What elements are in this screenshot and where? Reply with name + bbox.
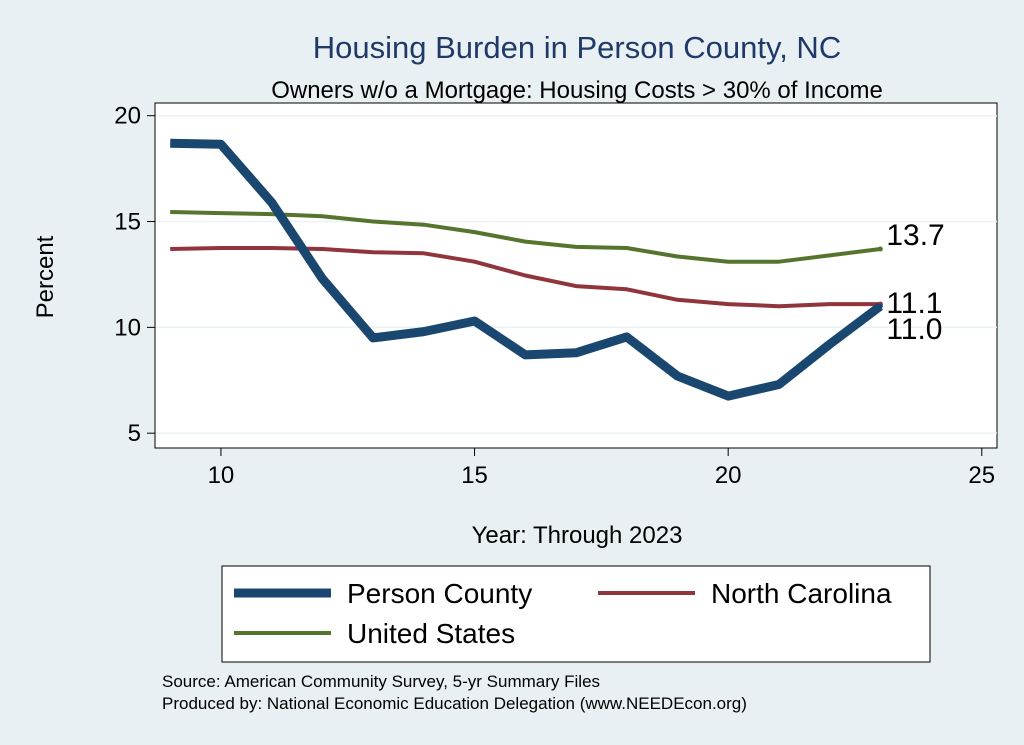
x-tick-label-15: 15 [461,462,488,489]
x-ticks: 10 15 20 25 [208,448,995,489]
chart-title: Housing Burden in Person County, NC [313,30,841,65]
end-label-person-county: 11.0 [886,313,942,346]
legend-label-united-states: United States [347,618,515,649]
y-tick-label-10: 10 [114,314,141,341]
axes [154,103,997,449]
end-label-united-states: 13.7 [886,219,944,252]
legend: Person County North Carolina United Stat… [221,565,931,663]
plot-area [154,102,998,449]
y-tick-label-15: 15 [114,209,141,236]
x-tick-label-10: 10 [208,462,235,489]
y-axis-label: Percent [32,235,59,318]
source-line-2: Produced by: National Economic Education… [162,694,747,713]
end-label-north-carolina: 11.1 [886,287,942,320]
x-tick-label-20: 20 [715,462,742,489]
y-tick-label-20: 20 [114,103,141,130]
series-lines [170,138,884,401]
series-line-north-carolina [170,246,881,309]
series-line-united-states [170,210,881,264]
series-line-person-county [170,138,884,401]
chart-subtitle: Owners w/o a Mortgage: Housing Costs > 3… [271,77,883,104]
x-tick-label-25: 25 [968,462,995,489]
end-point-person-county [877,303,883,309]
source-line-1: Source: American Community Survey, 5-yr … [162,672,600,691]
legend-label-north-carolina: North Carolina [711,578,892,609]
y-ticks: 5 10 15 20 [114,103,155,447]
x-axis-label: Year: Through 2023 [472,522,683,549]
legend-label-person-county: Person County [347,578,532,609]
legend-box [221,565,931,663]
end-labels: 11.011.1 13.7 [886,219,944,346]
end-point-united-states [877,246,883,252]
y-tick-label-5: 5 [128,420,141,447]
